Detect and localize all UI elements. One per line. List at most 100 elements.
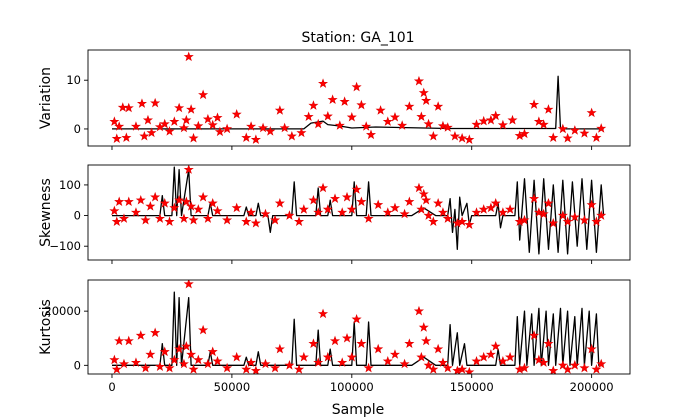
axes-frame — [87, 279, 631, 375]
star-marker — [142, 114, 153, 125]
star-marker — [562, 216, 573, 226]
star-marker — [428, 216, 439, 226]
star-marker — [418, 87, 429, 98]
star-marker — [464, 366, 475, 374]
star-marker — [569, 211, 580, 222]
star-marker — [298, 204, 309, 214]
y-tick-label: −100 — [49, 239, 81, 253]
star-marker — [591, 132, 602, 142]
star-marker — [356, 196, 367, 207]
star-marker — [579, 362, 590, 373]
star-marker — [423, 118, 434, 129]
star-marker — [207, 346, 218, 357]
star-marker — [586, 199, 597, 210]
star-marker — [222, 214, 233, 225]
star-marker — [322, 351, 333, 362]
star-marker — [569, 360, 580, 370]
star-marker — [471, 355, 482, 366]
y-tick-label: 0 — [74, 358, 81, 372]
star-marker — [346, 111, 357, 122]
star-marker — [111, 133, 122, 143]
x-tick-label: 0 — [108, 380, 115, 394]
star-marker — [437, 207, 448, 217]
star-marker — [557, 360, 568, 370]
star-marker — [317, 182, 329, 193]
star-marker — [519, 362, 530, 373]
star-marker — [505, 351, 516, 362]
star-marker — [154, 361, 165, 371]
star-marker — [329, 335, 341, 346]
star-marker — [591, 364, 602, 374]
star-marker — [457, 216, 468, 226]
star-marker — [164, 362, 175, 373]
star-marker — [130, 121, 141, 131]
star-marker — [543, 198, 554, 208]
star-marker — [183, 51, 194, 62]
star-marker — [298, 351, 309, 362]
star-marker — [186, 104, 197, 114]
star-marker — [351, 184, 362, 194]
star-marker — [188, 132, 199, 143]
star-marker — [159, 346, 170, 357]
star-marker — [246, 207, 257, 217]
star-marker — [548, 217, 559, 228]
star-marker — [296, 127, 307, 138]
star-marker — [118, 213, 130, 223]
star-marker — [193, 354, 204, 365]
star-marker — [212, 355, 223, 366]
star-marker — [529, 193, 540, 203]
star-marker — [178, 213, 189, 223]
star-marker — [286, 130, 297, 141]
star-marker — [586, 343, 597, 354]
star-marker — [399, 208, 410, 219]
star-marker — [437, 120, 448, 131]
star-marker — [457, 364, 468, 374]
star-marker — [442, 213, 453, 223]
star-marker — [433, 101, 444, 111]
star-marker — [250, 134, 261, 144]
star-marker — [389, 111, 401, 122]
signal-line — [112, 291, 604, 366]
star-marker — [207, 119, 218, 130]
y-tick-label: 20000 — [44, 304, 81, 318]
star-marker — [270, 362, 281, 373]
star-marker — [416, 204, 427, 214]
star-marker — [178, 122, 189, 133]
star-marker — [260, 208, 271, 219]
y-axis-label: Kurtosis — [38, 299, 54, 355]
star-marker — [341, 191, 353, 202]
star-marker — [123, 196, 134, 207]
star-marker — [114, 196, 125, 207]
star-marker — [294, 364, 305, 374]
star-marker — [529, 330, 540, 340]
star-marker — [193, 204, 204, 214]
star-marker — [246, 357, 257, 367]
star-marker — [538, 119, 549, 129]
star-marker — [150, 327, 161, 338]
star-marker — [485, 349, 496, 359]
star-marker — [198, 324, 209, 335]
star-marker — [322, 204, 333, 214]
star-marker — [174, 194, 185, 205]
star-marker — [317, 308, 329, 319]
star-marker — [497, 355, 508, 366]
star-marker — [146, 127, 157, 138]
chart-title: Station: GA_101 — [301, 30, 414, 46]
y-tick-label: 100 — [59, 178, 81, 192]
axes-frame — [87, 49, 631, 147]
star-marker — [373, 343, 384, 354]
star-marker — [557, 123, 568, 134]
star-marker — [337, 207, 348, 217]
star-marker — [382, 207, 393, 217]
star-marker — [538, 208, 549, 219]
star-marker — [375, 105, 386, 115]
star-marker — [207, 198, 218, 208]
star-marker — [186, 201, 197, 211]
star-marker — [140, 362, 151, 373]
star-marker — [183, 165, 194, 174]
star-marker — [135, 194, 146, 205]
star-marker — [533, 354, 544, 365]
star-marker — [111, 216, 122, 226]
star-marker — [351, 81, 362, 92]
star-marker — [231, 202, 242, 213]
